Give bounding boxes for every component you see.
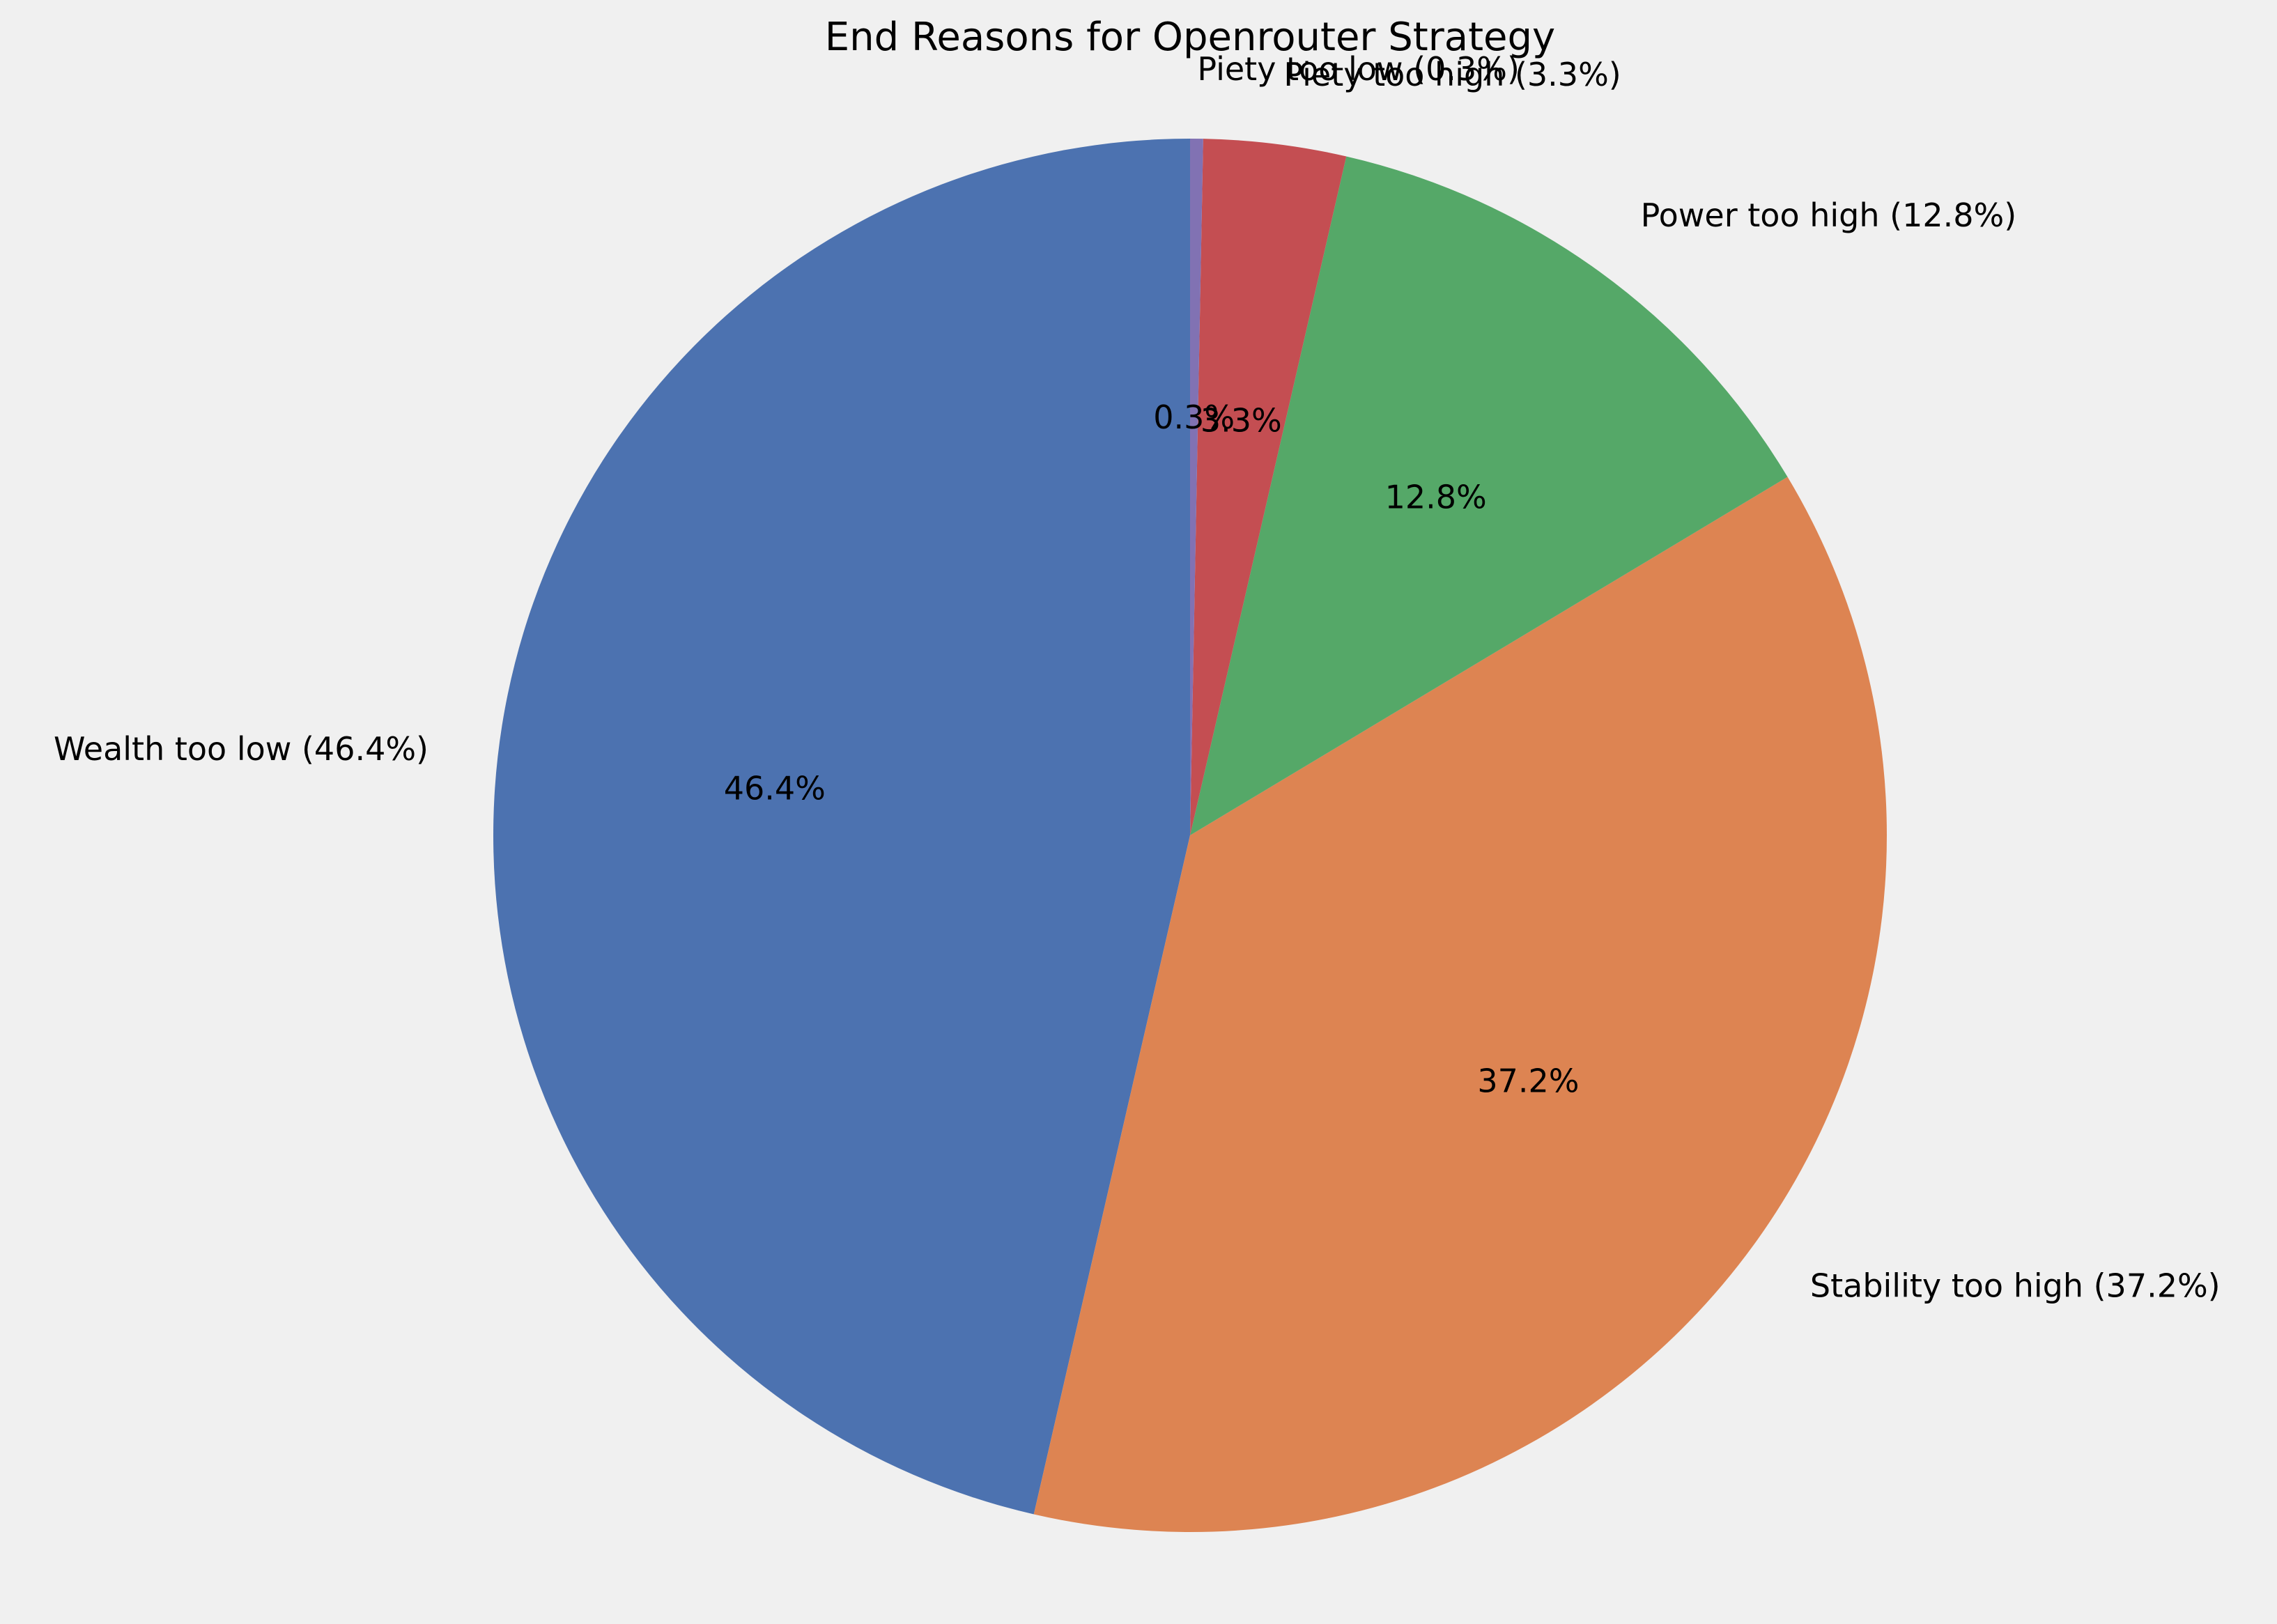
slice-percent-label: 46.4% <box>724 769 826 807</box>
slice-percent-label: 3.3% <box>1201 401 1282 439</box>
slice-category-label: Piety too high (3.3%) <box>1283 56 1621 93</box>
slice-category-label: Power too high (12.8%) <box>1641 196 2017 234</box>
pie-slice-stability-too-high <box>1033 477 1888 1532</box>
pie-slice-piety-too-low <box>1190 139 1203 835</box>
slice-category-label: Stability too high (37.2%) <box>1810 1267 2221 1305</box>
pie-slice-wealth-too-low <box>493 138 1190 1515</box>
pie-labels: 46.4% Wealth too low (46.4%) 37.2% Stabilit… <box>54 50 2221 1305</box>
slice-percent-label: 12.8% <box>1385 479 1487 516</box>
slice-percent-label: 37.2% <box>1477 1062 1579 1100</box>
pie-slice-power-too-high <box>1190 156 1788 835</box>
pie-slices <box>493 138 1888 1532</box>
slice-category-label: Piety too low (0.3%) <box>1197 50 1520 88</box>
chart-title: End Reasons for Openrouter Strategy <box>825 15 1555 60</box>
pie-slice-piety-too-high <box>1190 139 1347 836</box>
slice-category-label: Wealth too low (46.4%) <box>54 730 429 768</box>
slice-percent-label: 0.3% <box>1153 399 1235 436</box>
